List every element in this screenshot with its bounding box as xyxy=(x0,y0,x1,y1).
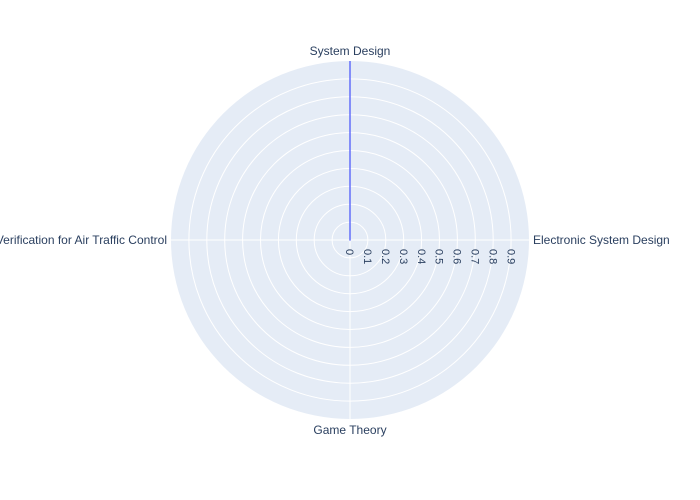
radial-tick-label: 0.9 xyxy=(504,249,516,264)
radial-tick-label: 0.5 xyxy=(433,249,445,264)
category-label: System Design xyxy=(310,44,391,58)
radial-tick-label: 0.1 xyxy=(361,249,373,264)
category-label: Game Theory xyxy=(313,423,386,437)
radial-tick-label: 0.2 xyxy=(379,249,391,264)
radial-tick-label: 0.4 xyxy=(415,249,427,264)
radial-tick-label: 0 xyxy=(343,249,355,255)
radial-tick-label: 0.7 xyxy=(468,249,480,264)
radial-tick-label: 0.8 xyxy=(486,249,498,264)
radial-tick-label: 0.6 xyxy=(451,249,463,264)
angular-axis-labels: System Design Electronic System Design Gam… xyxy=(0,44,670,437)
category-label: Verification for Air Traffic Control xyxy=(0,233,167,247)
category-label: Electronic System Design xyxy=(533,233,670,247)
radial-axis-tick-labels: 0 0.1 0.2 0.3 0.4 0.5 0.6 0.7 0.8 0.9 xyxy=(343,249,516,264)
radial-tick-label: 0.3 xyxy=(397,249,409,264)
